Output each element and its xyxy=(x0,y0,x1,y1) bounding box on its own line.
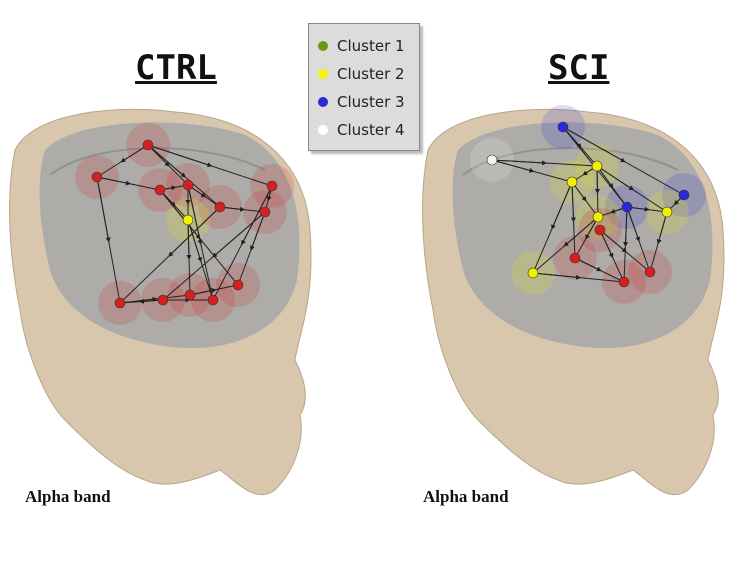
edge xyxy=(119,206,221,304)
network-node xyxy=(142,139,154,151)
cluster-legend: Cluster 1 Cluster 2 Cluster 3 Cluster 4 xyxy=(308,23,420,151)
edge xyxy=(626,206,651,273)
edge xyxy=(571,181,599,218)
network-node xyxy=(114,297,126,309)
edge xyxy=(623,206,628,283)
network-node xyxy=(566,176,578,188)
network-node xyxy=(621,201,633,213)
legend-label: Cluster 4 xyxy=(337,121,405,139)
network-node xyxy=(157,294,169,306)
network-node xyxy=(232,279,244,291)
edge xyxy=(147,144,273,187)
edge xyxy=(147,144,189,186)
edge xyxy=(96,176,121,304)
edge xyxy=(119,294,191,304)
edge xyxy=(596,165,599,218)
brain-surface xyxy=(452,122,713,349)
edge xyxy=(96,144,149,178)
network-node xyxy=(266,180,278,192)
edge xyxy=(219,206,266,213)
network-node xyxy=(678,189,690,201)
ctrl-band-label: Alpha band xyxy=(25,487,111,506)
legend-item: Cluster 1 xyxy=(309,32,419,60)
legend-item: Cluster 2 xyxy=(309,60,419,88)
edge xyxy=(532,272,625,283)
network-node xyxy=(594,224,606,236)
network-node xyxy=(91,171,103,183)
cluster-3-dot xyxy=(318,97,328,107)
network-node xyxy=(184,289,196,301)
edge xyxy=(574,257,625,283)
network-node xyxy=(557,121,569,133)
edge xyxy=(599,229,651,273)
network-node xyxy=(486,154,498,166)
edge xyxy=(147,144,221,208)
edge xyxy=(574,216,599,259)
network-node xyxy=(527,267,539,279)
edge xyxy=(187,219,191,296)
sci-network xyxy=(470,105,706,304)
edge xyxy=(532,181,573,274)
legend-item: Cluster 3 xyxy=(309,88,419,116)
edge xyxy=(571,181,576,259)
edge xyxy=(562,126,685,196)
edge xyxy=(491,159,573,183)
edge xyxy=(187,184,214,301)
edge xyxy=(237,211,266,286)
edge xyxy=(187,184,221,208)
head xyxy=(422,108,725,496)
edge xyxy=(189,284,239,296)
network-node xyxy=(661,206,673,218)
network-node xyxy=(618,276,630,288)
edge xyxy=(491,159,598,167)
cluster-1-dot xyxy=(318,41,328,51)
ctrl-title: CTRL xyxy=(135,48,217,88)
edge xyxy=(649,211,668,273)
edge xyxy=(596,165,668,213)
edge xyxy=(599,229,625,283)
ctrl-network xyxy=(75,123,294,325)
network-node xyxy=(591,160,603,172)
edge xyxy=(212,185,273,301)
network-node xyxy=(569,252,581,264)
network-node xyxy=(592,211,604,223)
legend-label: Cluster 1 xyxy=(337,37,405,55)
edge xyxy=(626,206,668,213)
sci-band-label: Alpha band xyxy=(423,487,509,506)
network-node xyxy=(154,184,166,196)
edge xyxy=(532,216,599,274)
network-node xyxy=(259,206,271,218)
network-node xyxy=(644,266,656,278)
network-node xyxy=(182,179,194,191)
legend-item: Cluster 4 xyxy=(309,116,419,144)
network-node xyxy=(214,201,226,213)
edge xyxy=(96,176,161,191)
sci-title: SCI xyxy=(548,48,610,88)
cluster-2-dot xyxy=(318,69,328,79)
legend-label: Cluster 2 xyxy=(337,65,405,83)
network-node xyxy=(182,214,194,226)
network-node xyxy=(207,294,219,306)
cluster-4-dot xyxy=(318,125,328,135)
legend-label: Cluster 3 xyxy=(337,93,405,111)
brain-fissure xyxy=(462,147,679,176)
